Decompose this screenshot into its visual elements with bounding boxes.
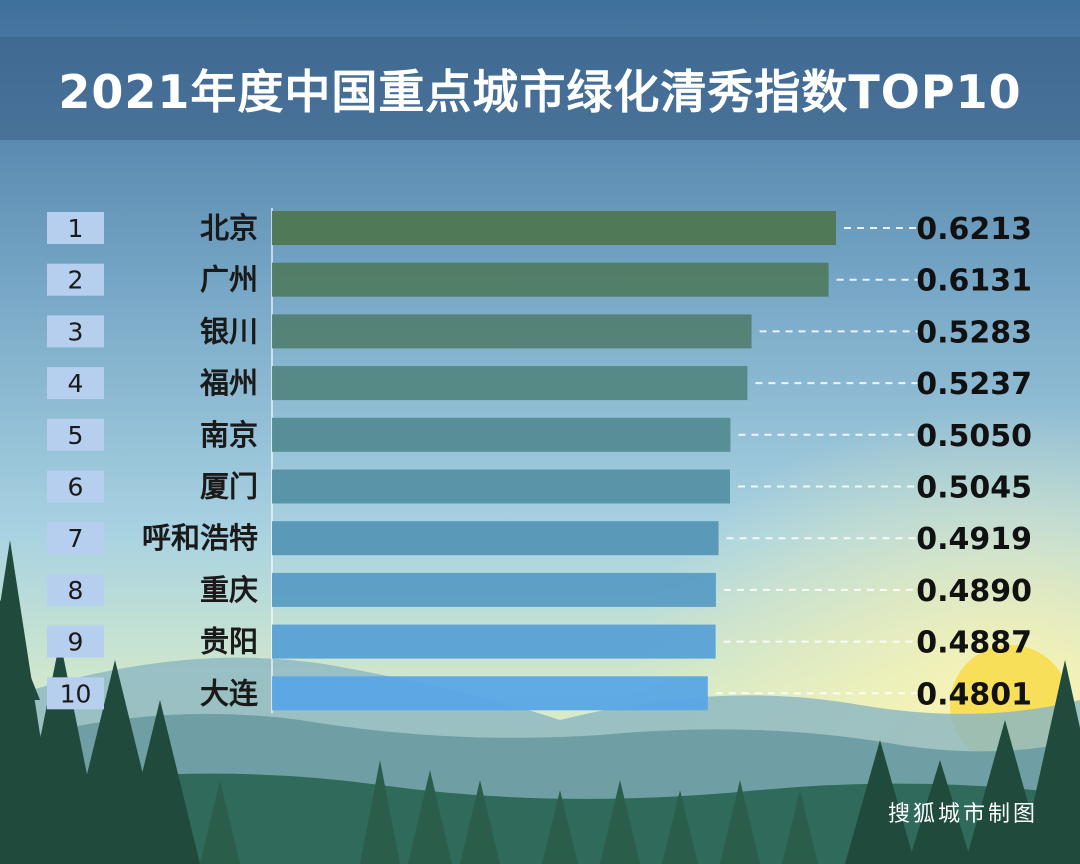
rank-box (47, 212, 104, 244)
rank-label: 3 (68, 317, 84, 346)
category-label: 重庆 (200, 573, 258, 607)
rank-label: 8 (68, 576, 84, 605)
bar (272, 676, 708, 711)
category-label: 南京 (200, 418, 258, 452)
title-band: 2021年度中国重点城市绿化清秀指数TOP10 (0, 37, 1080, 140)
value-label: 0.4919 (916, 522, 1032, 557)
bar (272, 211, 836, 245)
bar (272, 314, 752, 349)
rank-box (47, 263, 104, 296)
rank-label: 7 (68, 524, 84, 553)
value-label: 0.4890 (916, 574, 1032, 609)
value-label: 0.5283 (916, 315, 1032, 350)
rank-label: 4 (68, 369, 84, 398)
bar (272, 262, 829, 297)
chart-title: 2021年度中国重点城市绿化清秀指数TOP10 (58, 64, 1022, 119)
rank-label: 10 (60, 679, 92, 708)
category-label: 贵阳 (200, 625, 258, 659)
rank-box (47, 573, 104, 606)
rank-label: 2 (68, 266, 84, 295)
rank-box (47, 522, 104, 555)
bar (272, 469, 730, 504)
rank-box (47, 677, 104, 710)
bar (272, 521, 719, 556)
bar (272, 366, 748, 401)
category-label: 厦门 (200, 470, 258, 504)
value-label: 0.4887 (916, 626, 1032, 661)
rank-box (47, 625, 104, 658)
bar (272, 624, 716, 659)
category-label: 福州 (199, 366, 258, 400)
value-label: 0.5050 (916, 419, 1032, 454)
value-label: 0.5045 (916, 471, 1032, 506)
value-label: 0.5237 (916, 367, 1032, 402)
rank-label: 6 (68, 473, 84, 502)
rank-box (47, 418, 104, 451)
category-label: 广州 (200, 263, 258, 297)
forest-center (200, 760, 818, 864)
source-credit: 搜狐城市制图 (887, 802, 1038, 827)
bar (272, 417, 731, 452)
rank-label: 9 (68, 628, 84, 657)
value-label: 0.6213 (916, 212, 1032, 247)
rank-box (47, 367, 104, 400)
forest-left (0, 540, 200, 864)
category-label: 北京 (200, 211, 258, 245)
value-label: 0.6131 (916, 264, 1032, 299)
forest-right (845, 660, 1080, 864)
rank-label: 5 (68, 421, 84, 450)
rank-box (47, 470, 104, 503)
rank-label: 1 (68, 214, 84, 243)
rank-box (47, 315, 104, 348)
category-label: 银川 (200, 314, 258, 348)
category-label: 大连 (200, 676, 259, 710)
category-label: 呼和浩特 (142, 521, 258, 555)
value-label: 0.4801 (916, 677, 1032, 712)
bar (272, 572, 716, 607)
